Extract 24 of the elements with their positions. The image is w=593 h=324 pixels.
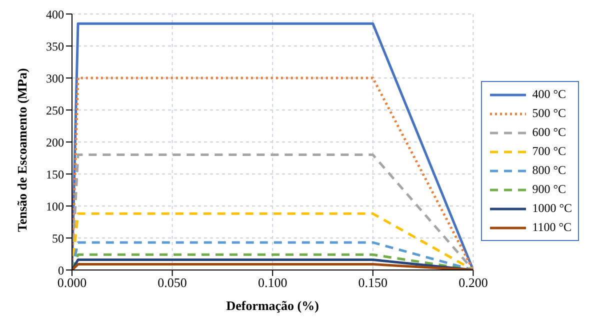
legend-label: 1100 °C [532, 220, 572, 235]
y-tick-label: 150 [46, 167, 64, 182]
y-tick-label: 350 [46, 39, 64, 54]
legend-label: 1000 °C [532, 201, 572, 216]
x-tick-label: 0.100 [258, 275, 288, 290]
x-axis-title: Deformação (%) [226, 298, 319, 313]
y-tick-label: 100 [46, 199, 64, 214]
y-tick-label: 250 [46, 103, 64, 118]
x-tick-label: 0.150 [358, 275, 388, 290]
legend-label: 900 °C [532, 182, 566, 197]
y-tick-label: 300 [46, 71, 64, 86]
x-tick-label: 0.200 [458, 275, 488, 290]
legend-label: 500 °C [532, 106, 566, 121]
legend-label: 400 °C [532, 87, 566, 102]
y-tick-label: 50 [52, 231, 64, 246]
y-tick-label: 200 [46, 135, 64, 150]
legend-label: 800 °C [532, 163, 566, 178]
legend-label: 700 °C [532, 144, 566, 159]
legend-label: 600 °C [532, 125, 566, 140]
y-tick-label: 0 [58, 263, 64, 278]
y-tick-label: 400 [46, 7, 64, 22]
y-axis-title: Tensão de Escoamento (MPa) [14, 68, 30, 232]
x-tick-label: 0.000 [57, 275, 87, 290]
x-tick-label: 0.050 [158, 275, 187, 290]
